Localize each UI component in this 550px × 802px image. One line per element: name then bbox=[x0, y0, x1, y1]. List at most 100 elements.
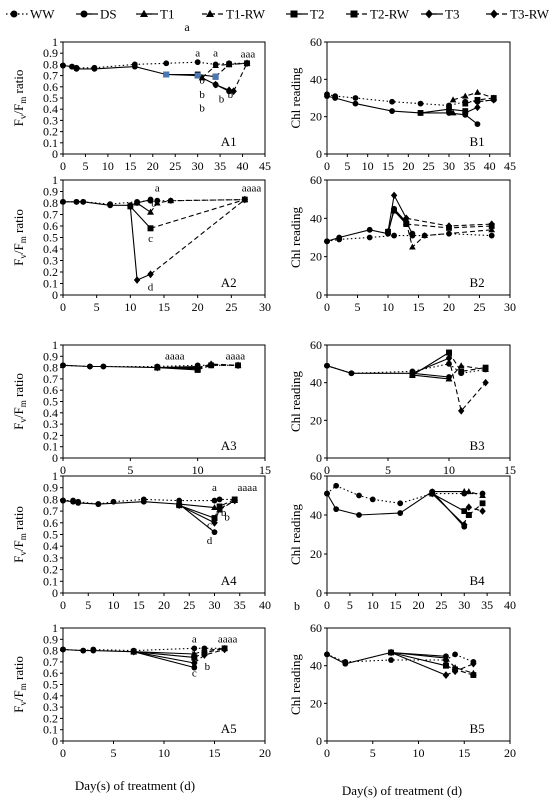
data-point bbox=[445, 222, 453, 230]
x-tick-label: 15 bbox=[458, 746, 470, 760]
x-tick-label: 20 bbox=[147, 159, 159, 173]
series-ds bbox=[60, 497, 218, 536]
data-point bbox=[207, 360, 215, 368]
data-point bbox=[482, 364, 489, 371]
legend-label: WW bbox=[30, 7, 55, 22]
data-point bbox=[403, 221, 410, 227]
data-point bbox=[409, 230, 416, 237]
data-point bbox=[397, 510, 404, 516]
data-point bbox=[324, 490, 330, 497]
x-tick-label: 10 bbox=[192, 463, 204, 477]
series-t3-rw bbox=[194, 360, 242, 372]
data-point bbox=[95, 501, 102, 507]
x-tick-label: 30 bbox=[192, 159, 204, 173]
data-point bbox=[488, 226, 496, 233]
series-line bbox=[150, 199, 246, 275]
series-line bbox=[233, 63, 248, 92]
series-t3 bbox=[154, 363, 201, 372]
x-tick-label: 0 bbox=[324, 746, 330, 760]
x-tick-label: 25 bbox=[225, 300, 237, 314]
y-tick-label: 1 bbox=[52, 469, 58, 483]
significance-letter: d bbox=[148, 281, 154, 293]
corner-label-b: b bbox=[294, 599, 300, 613]
data-point bbox=[147, 270, 154, 279]
series-line bbox=[412, 357, 450, 374]
data-point bbox=[225, 86, 233, 94]
data-point bbox=[60, 362, 66, 369]
x-tick-label: 5 bbox=[344, 159, 350, 173]
significance-letter: b bbox=[199, 102, 205, 114]
x-tick-label: 25 bbox=[423, 159, 435, 173]
data-point bbox=[153, 199, 161, 206]
y-axis-title: Fv/Fm ratio bbox=[11, 656, 28, 713]
y-tick-label: 0.7 bbox=[43, 504, 58, 518]
y-axis-title: Chl reading bbox=[288, 370, 303, 432]
series-line bbox=[326, 93, 494, 107]
data-point bbox=[429, 489, 436, 498]
x-tick-label: 30 bbox=[443, 159, 455, 173]
x-tick-label: 40 bbox=[237, 159, 249, 173]
data-point bbox=[211, 519, 218, 527]
legend-label: T1 bbox=[160, 7, 174, 22]
series-t3-rw bbox=[461, 503, 486, 529]
y-tick-label: 1 bbox=[52, 338, 58, 352]
x-tick-label: 10 bbox=[158, 746, 170, 760]
data-point bbox=[73, 65, 80, 72]
x-tick-label: 0 bbox=[324, 598, 330, 612]
series-t1-rw bbox=[445, 362, 489, 382]
y-tick-label: 0.7 bbox=[43, 655, 58, 669]
y-tick-label: 0.3 bbox=[43, 254, 58, 268]
y-tick-label: 0.3 bbox=[43, 700, 58, 714]
x-axis-title-left: Day(s) of treatment (d) bbox=[75, 778, 195, 793]
data-point bbox=[80, 647, 87, 654]
data-point bbox=[198, 74, 206, 81]
y-tick-label: 0 bbox=[52, 586, 58, 600]
data-point bbox=[452, 651, 458, 658]
x-tick-label: 0 bbox=[60, 300, 66, 314]
data-point bbox=[167, 197, 175, 204]
series-line bbox=[431, 493, 465, 526]
legend-item-t3-rw: T3-RW bbox=[486, 7, 550, 22]
significance-letter: b bbox=[192, 659, 198, 671]
data-point bbox=[60, 497, 66, 504]
panel-b4: 0 20 40 60 0 5 10 15 20 25 30 35 40 Chl reading B4 bbox=[288, 469, 516, 612]
data-point bbox=[389, 108, 395, 114]
x-tick-label: 15 bbox=[124, 159, 136, 173]
data-point bbox=[462, 109, 469, 117]
legend-marker-triangle bbox=[205, 9, 215, 17]
y-tick-label: 0.8 bbox=[43, 57, 58, 71]
series-line bbox=[405, 222, 492, 249]
legend-item-t2-rw: T2-RW bbox=[346, 7, 410, 22]
corner-label-a: a bbox=[184, 20, 190, 34]
x-tick-label: 20 bbox=[402, 159, 414, 173]
y-tick-label: 0.9 bbox=[43, 349, 58, 363]
y-tick-label: 1 bbox=[52, 35, 58, 49]
x-tick-label: 40 bbox=[259, 598, 271, 612]
series-t3-rw bbox=[403, 214, 495, 230]
legend-label: T3 bbox=[445, 7, 459, 22]
data-point bbox=[332, 95, 339, 101]
data-point bbox=[201, 651, 208, 659]
data-point bbox=[348, 370, 355, 377]
data-point bbox=[140, 498, 147, 505]
data-point bbox=[474, 88, 481, 95]
panel-label: B3 bbox=[469, 438, 484, 453]
x-tick-label: 15 bbox=[133, 598, 145, 612]
series-line bbox=[326, 653, 474, 663]
data-point bbox=[154, 363, 161, 372]
data-point bbox=[147, 225, 154, 232]
x-tick-label: 5 bbox=[127, 463, 133, 477]
panel-b3: 0 20 40 60 0 5 10 15 Chl reading B3 bbox=[288, 338, 516, 477]
data-point bbox=[324, 362, 330, 369]
x-tick-label: 5 bbox=[355, 300, 361, 314]
y-tick-label: 0.5 bbox=[43, 91, 58, 105]
y-tick-label: 0.5 bbox=[43, 528, 58, 542]
x-tick-label: 25 bbox=[435, 598, 447, 612]
significance-letter: b bbox=[151, 197, 157, 209]
y-tick-label: 0.8 bbox=[43, 492, 58, 506]
y-tick-label: 0.6 bbox=[43, 383, 58, 397]
data-point bbox=[211, 515, 218, 522]
data-point bbox=[69, 63, 75, 70]
data-point bbox=[391, 207, 397, 214]
x-tick-label: 30 bbox=[458, 598, 470, 612]
